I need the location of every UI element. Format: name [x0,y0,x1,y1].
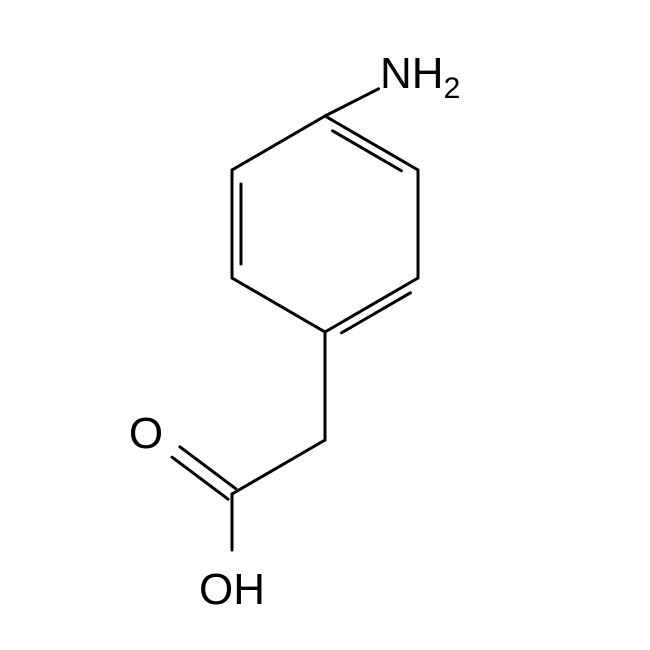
molecule-canvas: NH2 O OH [0,0,650,650]
atom-label: OH [199,565,265,614]
bond-line [325,278,418,332]
bond-line [232,116,325,170]
atom-label: O [129,409,163,458]
bond-line [333,131,402,171]
bond-line [232,278,325,332]
bond-line [342,293,411,333]
bond-line [325,89,379,116]
bond-line [325,116,418,170]
bond-line [232,440,325,494]
atom-label: NH2 [380,49,460,105]
